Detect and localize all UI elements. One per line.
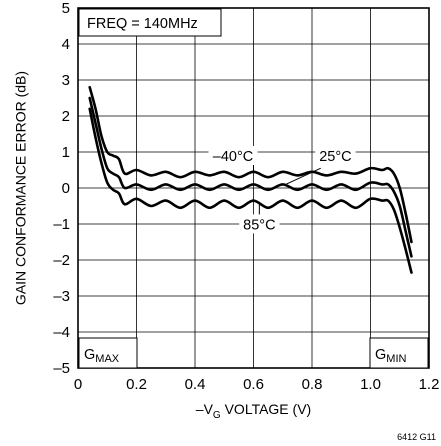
x-tick-label: 0	[74, 376, 82, 393]
y-tick-label: 4	[62, 36, 70, 53]
series-line-1	[88, 96, 413, 258]
y-tick-label: 0	[62, 180, 70, 197]
gmax-box	[78, 337, 138, 369]
freq-label: FREQ = 140MHz	[87, 16, 198, 32]
x-axis-label-sub: G	[213, 410, 221, 421]
y-tick-label: –4	[53, 324, 70, 341]
y-tick-label: 1	[62, 144, 70, 161]
x-axis-label-main: –V	[196, 401, 214, 417]
x-tick-label: 1.2	[419, 376, 440, 393]
x-tick-label: 0.6	[243, 376, 264, 393]
y-tick-label: 3	[62, 72, 70, 89]
series-label-leader	[285, 167, 321, 185]
grid	[78, 8, 429, 368]
y-tick-label: –2	[53, 252, 70, 269]
y-tick-labels: –5 –4 –3 –2 –1 0 1 2 3 4 5	[53, 0, 70, 377]
series-layer	[88, 85, 413, 274]
x-tick-label: 1.0	[360, 376, 381, 393]
gmax-label: GMAX	[84, 347, 120, 365]
series-label-bg	[239, 214, 280, 234]
series-label: 85°C	[243, 217, 275, 233]
x-axis-label-rest: VOLTAGE (V)	[221, 401, 312, 417]
x-axis-label: –VG VOLTAGE (V)	[196, 401, 311, 421]
series-label-bg	[315, 146, 356, 165]
y-tick-label: –1	[53, 216, 70, 233]
series-line-0	[88, 85, 413, 244]
annotations-layer: FREQ = 140MHz GMAX GMIN –40°C 25°C 85°C	[78, 8, 429, 369]
x-tick-label: 0.2	[126, 376, 147, 393]
gmin-box	[369, 337, 429, 369]
y-axis-label: GAIN CONFORMANCE ERROR (dB)	[13, 71, 29, 305]
figure-id: 6412 G11	[397, 432, 436, 442]
y-tick-label: –5	[53, 360, 70, 377]
y-tick-label: –3	[53, 288, 70, 305]
series-label: 25°C	[319, 149, 351, 165]
series-label-bg	[208, 146, 258, 165]
x-tick-label: 0.8	[302, 376, 323, 393]
freq-label-box	[78, 8, 222, 37]
gmin-label: GMIN	[375, 347, 407, 365]
x-tick-label: 0.4	[185, 376, 206, 393]
series-line-2	[88, 107, 413, 274]
y-tick-label: 5	[62, 0, 70, 17]
series-label: –40°C	[213, 149, 253, 165]
plot-frame	[77, 7, 430, 369]
x-tick-labels: 0 0.2 0.4 0.6 0.8 1.0 1.2	[74, 376, 440, 393]
y-tick-label: 2	[62, 108, 70, 125]
